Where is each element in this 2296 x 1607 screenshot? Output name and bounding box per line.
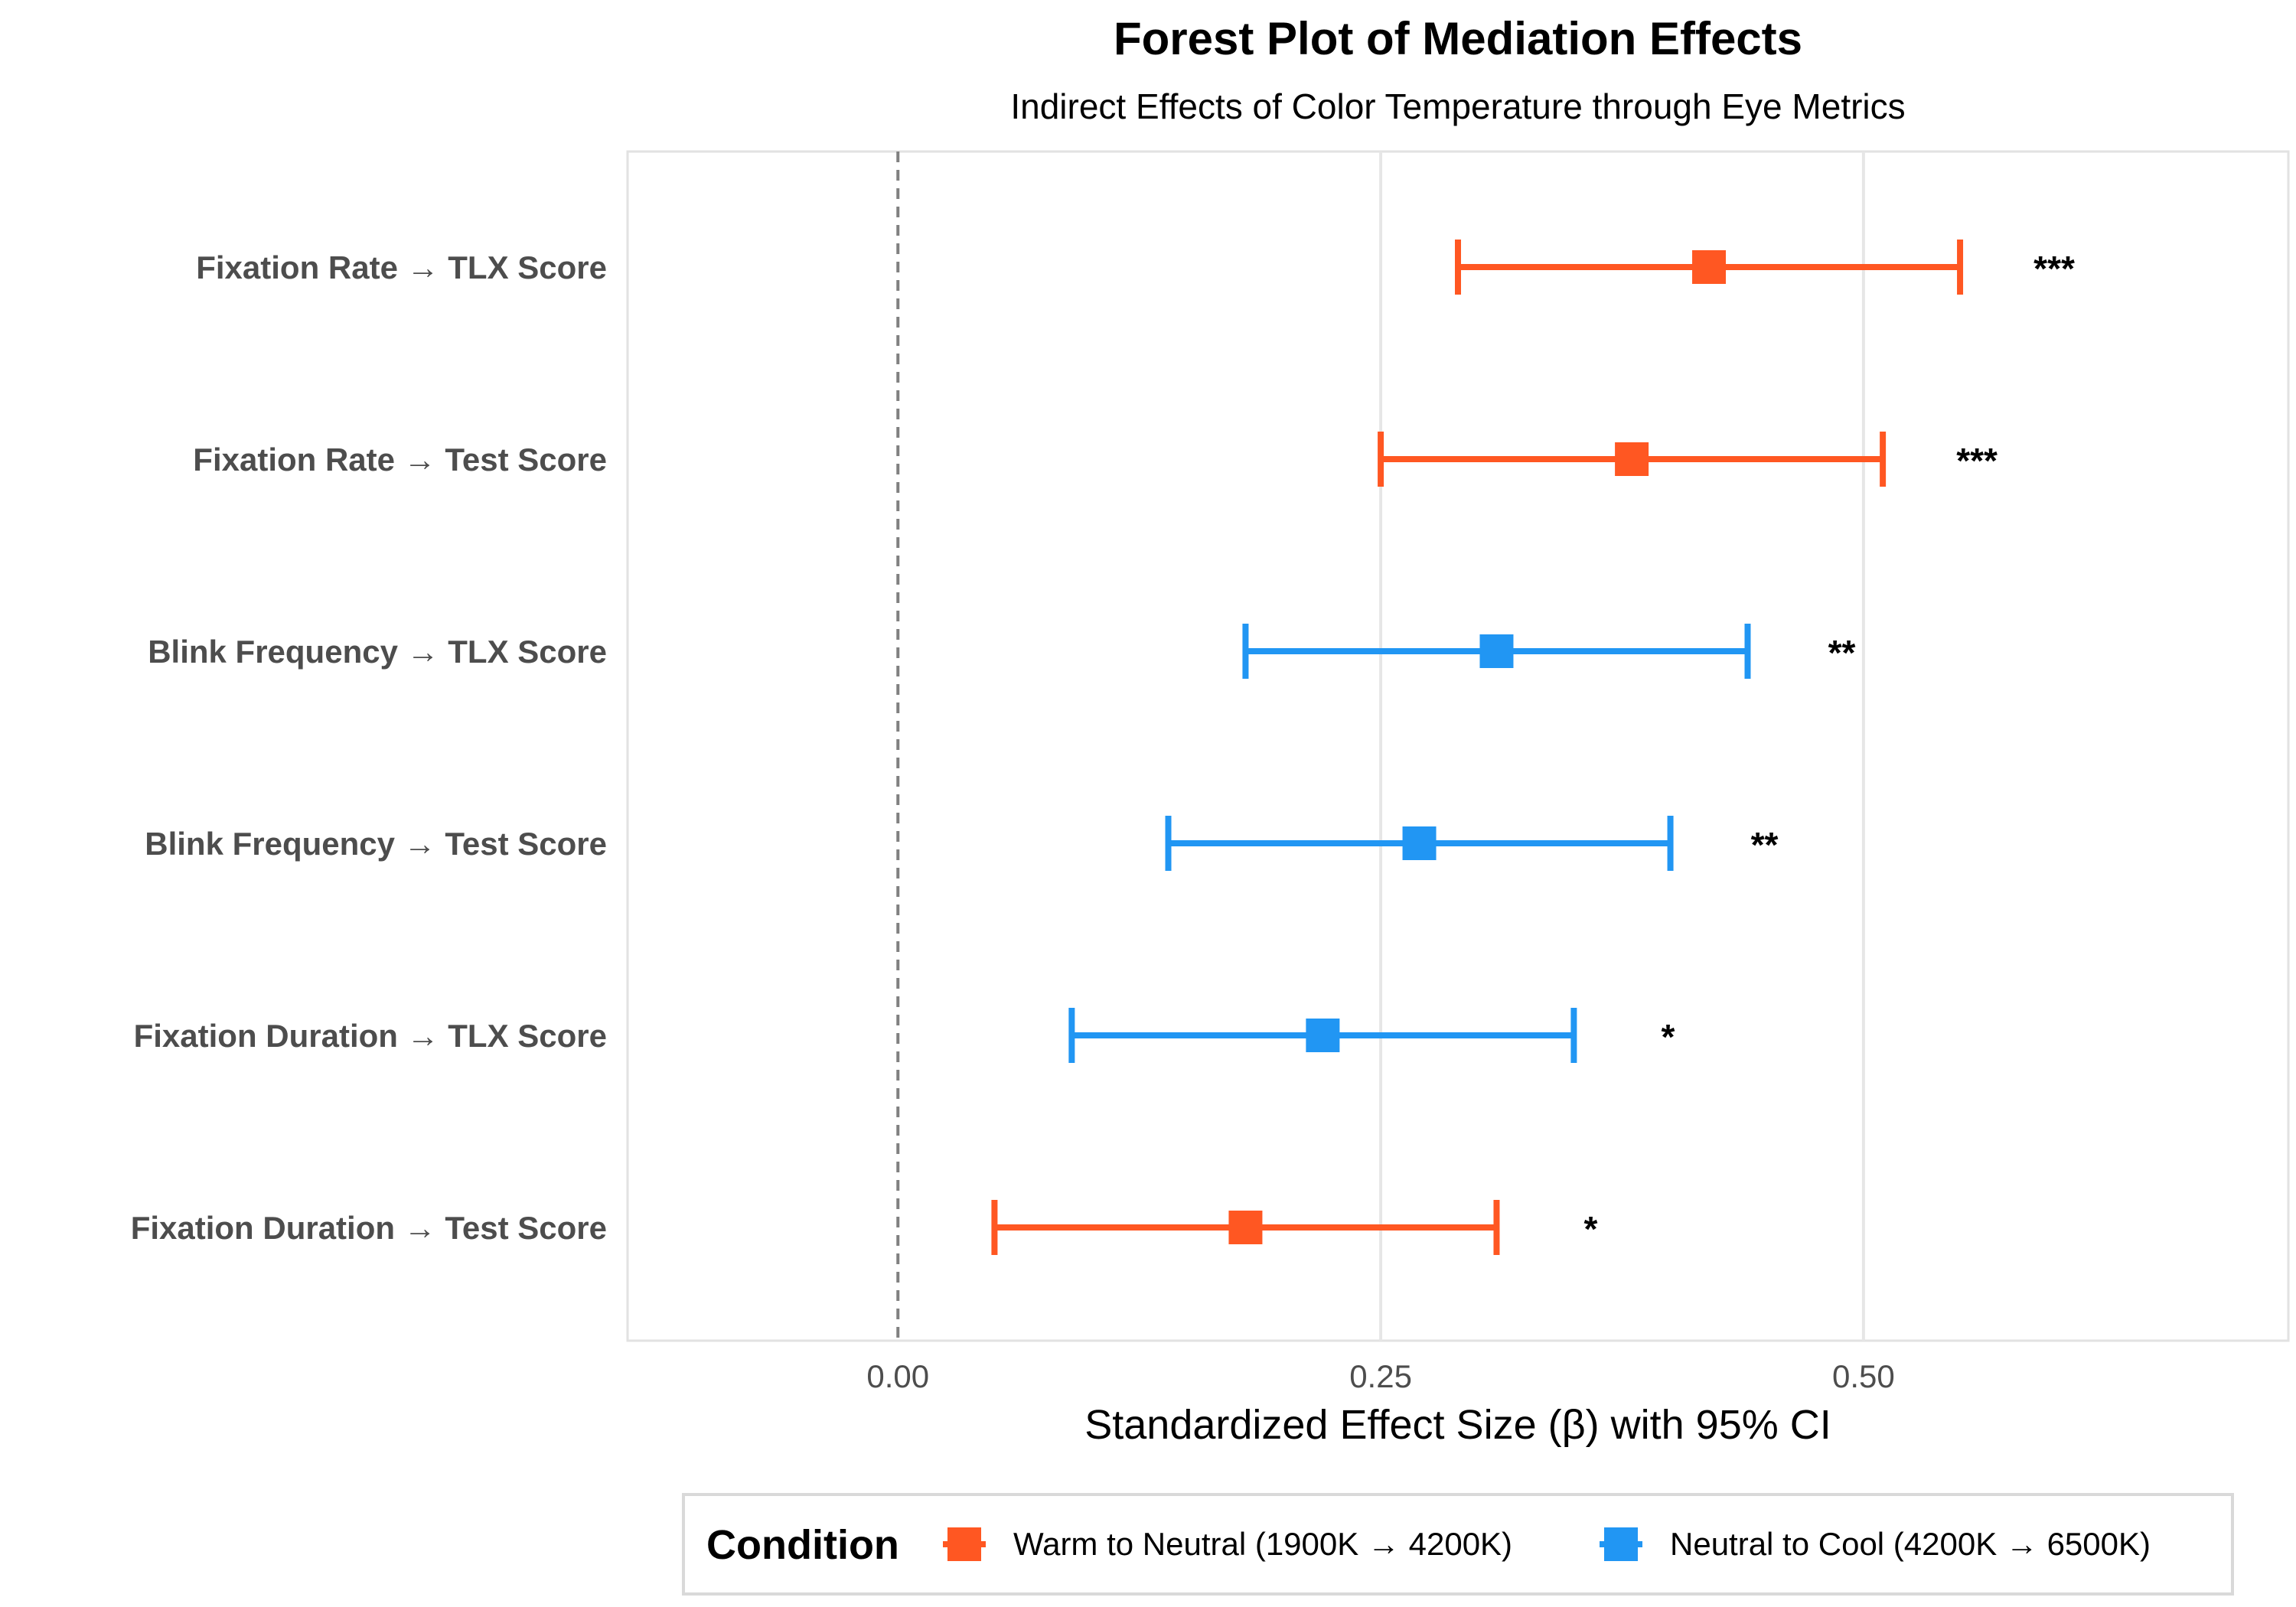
panel-border: [626, 150, 2290, 1342]
legend-entries: Warm to Neutral (1900K → 4200K) Neutral t…: [943, 1526, 2151, 1562]
plot-panel: 0.00 0.25 0.50: [626, 150, 2290, 1394]
effect-row: Fixation Rate → TLX Score ***: [196, 240, 2075, 295]
significance-label: ***: [1956, 441, 1998, 481]
legend-label: Warm to Neutral (1900K → 4200K): [1013, 1526, 1512, 1562]
row-label: Fixation Rate → TLX Score: [196, 249, 607, 285]
legend-key-square: [1604, 1527, 1638, 1561]
effect-row: Blink Frequency → Test Score **: [145, 816, 1779, 871]
legend-box: [682, 1493, 2234, 1596]
x-tick-label: 0.25: [1349, 1358, 1412, 1394]
significance-label: ***: [2033, 249, 2075, 288]
effect-row: Fixation Rate → Test Score ***: [193, 432, 1998, 487]
legend-entry: Warm to Neutral (1900K → 4200K): [943, 1526, 1512, 1562]
significance-label: *: [1584, 1209, 1598, 1249]
point-estimate: [1692, 250, 1727, 284]
x-tick-label: 0.50: [1832, 1358, 1895, 1394]
effect-row: Blink Frequency → TLX Score **: [148, 624, 1855, 679]
significance-label: **: [1751, 825, 1779, 865]
point-estimate: [1615, 442, 1649, 476]
x-axis-title: Standardized Effect Size (β) with 95% CI: [1084, 1402, 1831, 1448]
effect-row: Fixation Duration → Test Score *: [131, 1200, 1598, 1255]
x-tick-label: 0.00: [866, 1358, 929, 1394]
legend-label: Neutral to Cool (4200K → 6500K): [1670, 1526, 2151, 1562]
point-estimate: [1306, 1019, 1340, 1052]
row-label: Fixation Duration → TLX Score: [134, 1018, 607, 1054]
effect-rows: Fixation Rate → TLX Score ***Fixation Rat…: [131, 240, 2075, 1255]
row-label: Fixation Duration → Test Score: [131, 1210, 607, 1246]
legend-title: Condition: [706, 1522, 899, 1568]
point-estimate: [1228, 1211, 1263, 1244]
point-estimate: [1479, 634, 1514, 668]
point-estimate: [1402, 826, 1437, 860]
chart-title: Forest Plot of Mediation Effects: [1114, 13, 1802, 64]
legend-key-square: [947, 1527, 981, 1561]
legend-entry: Neutral to Cool (4200K → 6500K): [1600, 1526, 2151, 1562]
row-label: Blink Frequency → Test Score: [145, 826, 607, 862]
significance-label: **: [1828, 633, 1856, 673]
effect-row: Fixation Duration → TLX Score *: [134, 1008, 1675, 1063]
legend: Condition Warm to Neutral (1900K → 4200K…: [682, 1493, 2234, 1596]
significance-label: *: [1661, 1017, 1675, 1057]
row-label: Blink Frequency → TLX Score: [148, 634, 607, 670]
row-label: Fixation Rate → Test Score: [193, 442, 607, 478]
chart-subtitle: Indirect Effects of Color Temperature th…: [1010, 86, 1905, 126]
